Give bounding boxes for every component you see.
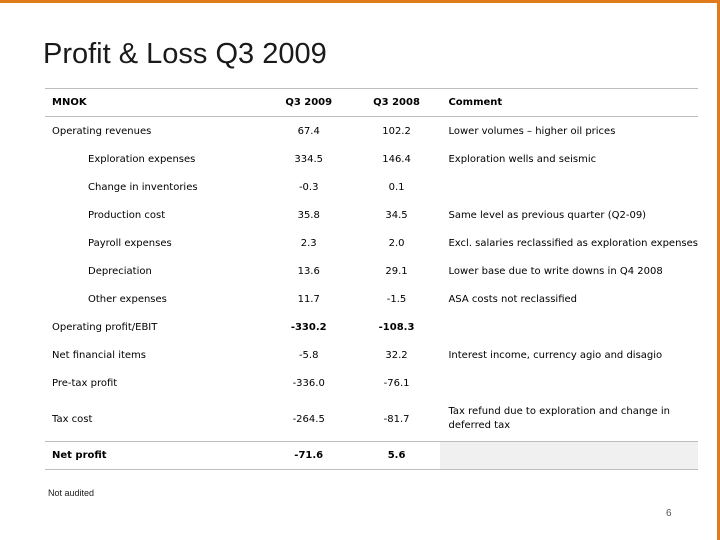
row-label: Other expenses [88, 293, 167, 305]
table-row: Change in inventories -0.3 0.1 [45, 173, 698, 201]
row-comment: Lower base due to write downs in Q4 2008 [448, 265, 663, 277]
footnote: Not audited [48, 488, 95, 498]
row-comment: Interest income, currency agio and disag… [448, 349, 663, 361]
row-comment: ASA costs not reclassified [448, 293, 577, 305]
table-row: Operating revenues 67.4 102.2 Lower volu… [45, 117, 698, 146]
row-q3-2008: -108.3 [378, 321, 415, 333]
table-header-row: MNOK Q3 2009 Q3 2008 Comment [45, 88, 698, 117]
page-number: 6 [666, 508, 672, 519]
row-q3-2009: -71.6 [264, 441, 353, 470]
header-q3-2008: Q3 2008 [352, 88, 441, 117]
table-row: Pre-tax profit -336.0 -76.1 [45, 369, 698, 397]
row-label: Exploration expenses [88, 153, 196, 165]
table-row: Exploration expenses 334.5 146.4 Explora… [45, 145, 698, 173]
row-q3-2009: -330.2 [290, 321, 327, 333]
table-row: Net profit -71.6 5.6 [45, 441, 698, 470]
row-comment [440, 441, 698, 470]
table-row: Operating profit/EBIT -330.2 -108.3 [45, 313, 698, 341]
row-label: Change in inventories [88, 181, 198, 193]
row-q3-2008: 32.2 [385, 349, 408, 361]
row-label: Tax cost [52, 413, 93, 425]
row-q3-2009: 35.8 [297, 209, 320, 221]
row-comment: Same level as previous quarter (Q2-09) [448, 209, 647, 221]
row-q3-2009: -264.5 [292, 413, 325, 425]
row-label: Net financial items [52, 349, 146, 361]
row-comment: Tax refund due to exploration and change… [448, 406, 670, 431]
row-label: Net profit [45, 441, 265, 470]
row-q3-2009: 13.6 [297, 265, 320, 277]
row-q3-2008: 2.0 [388, 237, 405, 249]
row-comment [440, 173, 698, 201]
row-comment [440, 313, 698, 341]
row-q3-2008: 0.1 [388, 181, 405, 193]
row-label: Operating revenues [52, 125, 152, 137]
header-q3-2009: Q3 2009 [264, 88, 353, 117]
row-comment: Lower volumes – higher oil prices [448, 125, 616, 137]
row-q3-2008: -1.5 [386, 293, 407, 305]
row-q3-2008: 146.4 [382, 153, 411, 165]
row-label: Payroll expenses [88, 237, 172, 249]
row-q3-2008: 34.5 [385, 209, 408, 221]
row-label: Operating profit/EBIT [52, 321, 158, 333]
table-row: Other expenses 11.7 -1.5 ASA costs not r… [45, 285, 698, 313]
slide-title: Profit & Loss Q3 2009 [43, 38, 327, 70]
row-comment [440, 369, 698, 397]
table-row: Production cost 35.8 34.5 Same level as … [45, 201, 698, 229]
row-q3-2009: 67.4 [297, 125, 320, 137]
row-comment: Excl. salaries reclassified as explorati… [448, 237, 698, 249]
row-q3-2009: 334.5 [294, 153, 324, 165]
row-q3-2009: -336.0 [292, 377, 325, 389]
table-row: Depreciation 13.6 29.1 Lower base due to… [45, 257, 698, 285]
table-row: Net financial items -5.8 32.2 Interest i… [45, 341, 698, 369]
header-comment: Comment [440, 88, 698, 117]
row-q3-2008: -76.1 [383, 377, 410, 389]
row-label: Pre-tax profit [52, 377, 118, 389]
table-row: Payroll expenses 2.3 2.0 Excl. salaries … [45, 229, 698, 257]
row-q3-2009: 11.7 [297, 293, 320, 305]
row-label: Depreciation [88, 265, 152, 277]
row-q3-2008: -81.7 [383, 413, 410, 425]
row-q3-2008: 5.6 [352, 441, 441, 470]
profit-loss-table: MNOK Q3 2009 Q3 2008 Comment Operating r… [45, 88, 698, 470]
row-q3-2009: -5.8 [298, 349, 319, 361]
row-q3-2009: -0.3 [298, 181, 319, 193]
row-q3-2008: 29.1 [385, 265, 408, 277]
table-row: Tax cost -264.5 -81.7 Tax refund due to … [45, 397, 698, 442]
row-comment: Exploration wells and seismic [448, 153, 597, 165]
row-q3-2009: 2.3 [300, 237, 317, 249]
header-mnok: MNOK [45, 88, 265, 117]
row-label: Production cost [88, 209, 166, 221]
row-q3-2008: 102.2 [382, 125, 411, 137]
